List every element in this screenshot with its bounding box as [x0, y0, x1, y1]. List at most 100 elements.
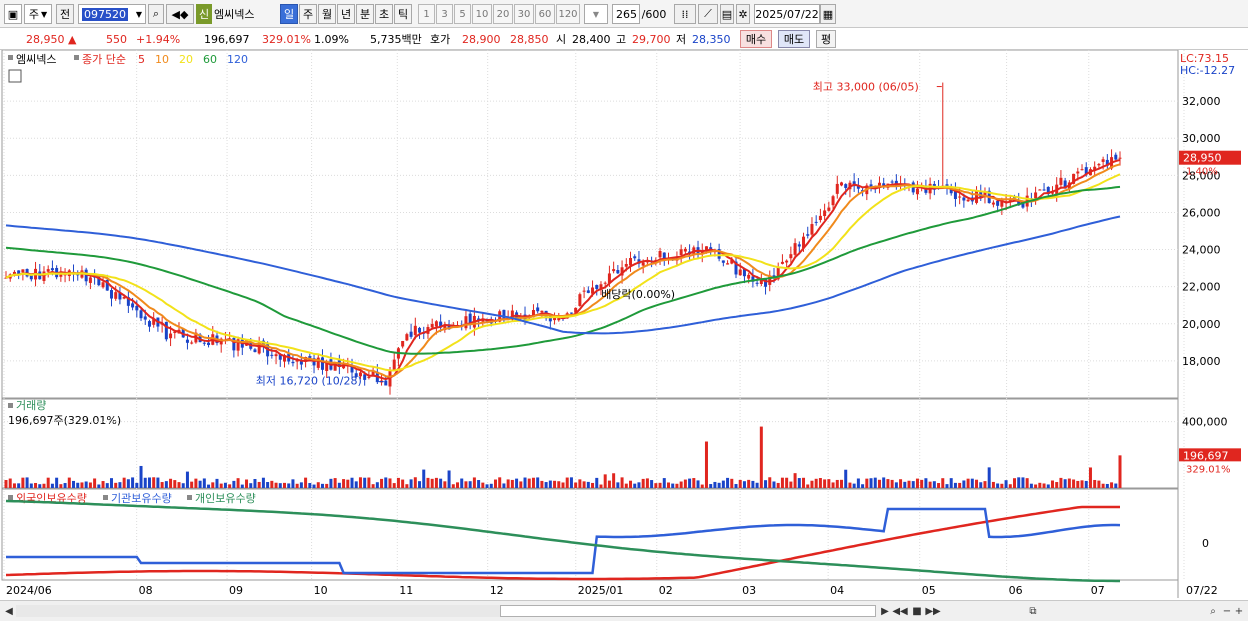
- average-button[interactable]: 평: [816, 30, 836, 48]
- volume-bar: [8, 478, 12, 488]
- volume-bar: [29, 483, 33, 488]
- interval-3[interactable]: 3: [436, 4, 453, 24]
- plus-icon[interactable]: +: [1234, 605, 1244, 617]
- scroll-left-icon[interactable]: ◀: [5, 605, 13, 617]
- volume-bar: [903, 481, 907, 488]
- market-select[interactable]: 주 ▼: [24, 4, 52, 24]
- low-label: 저: [676, 33, 687, 46]
- candle-body: [190, 342, 194, 344]
- zoom-icon[interactable]: ⌕: [1210, 605, 1216, 617]
- drawing-tool-icon[interactable]: ⟋: [698, 4, 718, 24]
- volume-bar: [810, 480, 814, 488]
- window-icon[interactable]: ▣: [4, 4, 22, 24]
- interval-20[interactable]: 20: [493, 4, 513, 24]
- play-icon[interactable]: ▶: [881, 605, 889, 617]
- candle-body: [789, 254, 793, 259]
- tab-week[interactable]: 주: [299, 4, 317, 24]
- fast-forward-icon[interactable]: ▶▶: [925, 605, 941, 617]
- volume-bar: [12, 483, 16, 488]
- candle-body: [658, 251, 662, 258]
- calendar-icon[interactable]: ▦: [820, 4, 836, 24]
- rewind-icon[interactable]: ◀◀: [892, 605, 908, 617]
- stock-chart[interactable]: 2024/06 08 09 10 11 12 2025/01 02 03 04 05 06 07 07/2…: [0, 50, 1248, 600]
- volume-bar: [283, 482, 286, 488]
- candle-body: [371, 371, 375, 376]
- candle-body: [823, 210, 827, 217]
- volume-bar: [63, 483, 67, 488]
- interval-dropdown[interactable]: ▼: [584, 4, 608, 24]
- prev-button[interactable]: 전: [56, 4, 74, 24]
- volume-bar: [135, 482, 139, 488]
- candle-body: [202, 342, 206, 344]
- volume-bar: [177, 482, 181, 488]
- volume-bar: [565, 477, 569, 488]
- interval-10[interactable]: 10: [472, 4, 492, 24]
- tab-year[interactable]: 년: [337, 4, 355, 24]
- volume-bar: [147, 477, 151, 488]
- date-input[interactable]: 2025/07/22: [754, 4, 820, 24]
- candle-body: [599, 284, 603, 290]
- volume-bar: [76, 482, 80, 488]
- count-input[interactable]: 265: [612, 4, 640, 24]
- volume-bar: [396, 477, 400, 488]
- last-price-label: 28,950: [1183, 152, 1222, 165]
- volume-bar: [55, 477, 59, 488]
- volume-bar: [67, 477, 71, 488]
- volume-bar: [498, 477, 502, 488]
- candle-body: [502, 309, 506, 321]
- tab-tick[interactable]: 틱: [394, 4, 412, 24]
- candle-body: [173, 331, 177, 333]
- interval-30[interactable]: 30: [514, 4, 534, 24]
- volume-bar: [696, 480, 700, 488]
- volume-bar: [477, 480, 481, 488]
- interval-1[interactable]: 1: [418, 4, 435, 24]
- stock-code-input[interactable]: 097520 ▼: [78, 4, 146, 24]
- candle-body: [827, 207, 831, 211]
- candle-body: [1080, 169, 1084, 171]
- gear-icon[interactable]: ✲: [736, 4, 750, 24]
- x-tick-label: 04: [830, 584, 844, 597]
- last-volume-label: 196,697: [1183, 449, 1229, 462]
- interval-120[interactable]: 120: [556, 4, 580, 24]
- tab-month[interactable]: 월: [318, 4, 336, 24]
- volume-bar: [1038, 482, 1042, 488]
- interval-5[interactable]: 5: [454, 4, 471, 24]
- volume-bar: [662, 478, 666, 488]
- volume-bar: [190, 481, 194, 488]
- sell-button[interactable]: 매도: [778, 30, 810, 48]
- candle-body: [1114, 154, 1118, 160]
- volume-bar: [1029, 483, 1033, 488]
- volume-y-tick: 400,000: [1182, 416, 1228, 429]
- candle-body: [586, 290, 590, 293]
- buy-button[interactable]: 매수: [740, 30, 772, 48]
- candle-body: [1059, 177, 1063, 185]
- save-icon[interactable]: ▤: [720, 4, 734, 24]
- layout-icon[interactable]: ⧉: [1029, 605, 1037, 617]
- x-tick-label: 03: [742, 584, 756, 597]
- volume-bar: [363, 477, 367, 488]
- minus-icon[interactable]: −: [1222, 605, 1232, 617]
- search-icon[interactable]: ⌕: [148, 4, 164, 24]
- settings-grid-icon[interactable]: ⁞⁞: [674, 4, 696, 24]
- volume-bar: [1084, 480, 1088, 488]
- volume-bar: [1110, 482, 1114, 488]
- volume-bar: [1072, 479, 1076, 488]
- candle-body: [991, 202, 995, 205]
- candle-body: [1013, 197, 1017, 199]
- volume-bar: [413, 477, 417, 488]
- tab-day[interactable]: 일: [280, 4, 298, 24]
- candle-body: [776, 266, 780, 280]
- candle-body: [574, 307, 578, 313]
- volume-bar: [654, 483, 658, 488]
- interval-60[interactable]: 60: [535, 4, 555, 24]
- volume-bar: [460, 478, 464, 488]
- scrollbar-thumb[interactable]: [500, 605, 876, 617]
- tab-second[interactable]: 초: [375, 4, 393, 24]
- y-tick-label: 30,000: [1182, 132, 1221, 145]
- volume-bar: [219, 483, 223, 488]
- candle-body: [607, 273, 611, 283]
- volume-bar: [72, 480, 76, 488]
- sound-icon[interactable]: ◀◆: [166, 4, 194, 24]
- tab-minute[interactable]: 분: [356, 4, 374, 24]
- stop-icon[interactable]: ■: [912, 605, 922, 617]
